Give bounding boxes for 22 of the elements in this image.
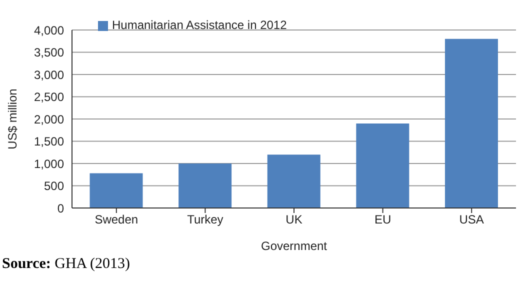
x-axis-title: Government bbox=[260, 239, 328, 253]
legend-label: Humanitarian Assistance in 2012 bbox=[112, 18, 287, 32]
x-tick-label: USA bbox=[459, 212, 484, 227]
bar bbox=[178, 164, 232, 208]
y-tick-label: 1,000 bbox=[34, 156, 64, 171]
y-tick-label: 3,500 bbox=[34, 46, 64, 60]
bar bbox=[444, 38, 498, 208]
x-tick-label: Sweden bbox=[94, 212, 138, 227]
y-tick-label: 4,000 bbox=[34, 23, 64, 38]
x-tick-label: Turkey bbox=[187, 212, 224, 227]
y-tick-label: 500 bbox=[44, 179, 64, 194]
x-tick-label: EU bbox=[374, 212, 392, 227]
source-note: Source: GHA (2013) bbox=[2, 256, 132, 273]
bar bbox=[356, 123, 410, 208]
y-tick-label: 2,000 bbox=[34, 112, 64, 126]
y-tick-label: 3,000 bbox=[34, 68, 64, 82]
bar bbox=[267, 154, 320, 208]
y-tick-label: 2,500 bbox=[34, 90, 64, 104]
bar bbox=[90, 173, 143, 208]
y-tick-label: 0 bbox=[57, 201, 64, 216]
x-tick-label: UK bbox=[286, 212, 302, 227]
y-tick-label: 1,500 bbox=[34, 134, 64, 149]
